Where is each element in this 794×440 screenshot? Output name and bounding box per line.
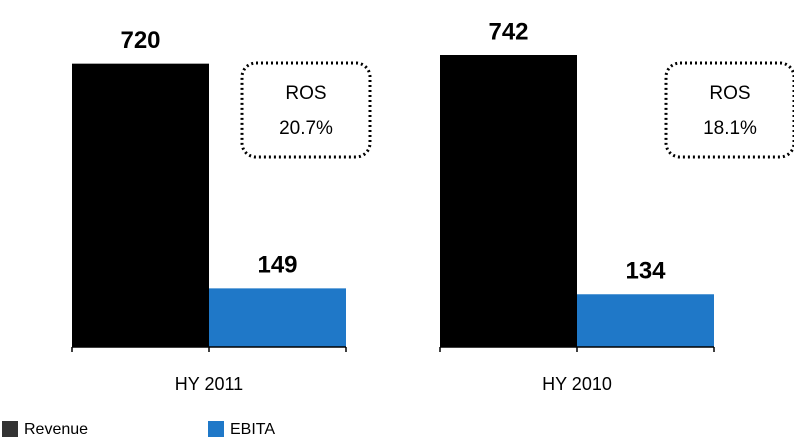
bar — [440, 55, 577, 347]
bar — [72, 63, 209, 347]
annotation-box — [664, 61, 794, 159]
annotation-title: ROS — [709, 83, 750, 104]
legend-label: Revenue — [24, 421, 88, 438]
legend-label: EBITA — [230, 421, 275, 438]
category-label: HY 2011 — [175, 374, 243, 394]
data-label: 149 — [257, 252, 297, 279]
data-label: 742 — [488, 18, 528, 45]
annotation-title: ROS — [285, 83, 326, 104]
annotation-text: 20.7% — [279, 118, 333, 139]
bar — [209, 288, 346, 347]
data-label: 134 — [625, 258, 666, 285]
annotation-box — [240, 61, 372, 159]
legend-swatch — [208, 421, 224, 437]
data-label: 720 — [120, 27, 160, 54]
category-label: HY 2010 — [542, 374, 612, 394]
bar — [577, 294, 714, 347]
annotation-text: 18.1% — [703, 118, 757, 139]
legend-swatch — [2, 421, 18, 437]
